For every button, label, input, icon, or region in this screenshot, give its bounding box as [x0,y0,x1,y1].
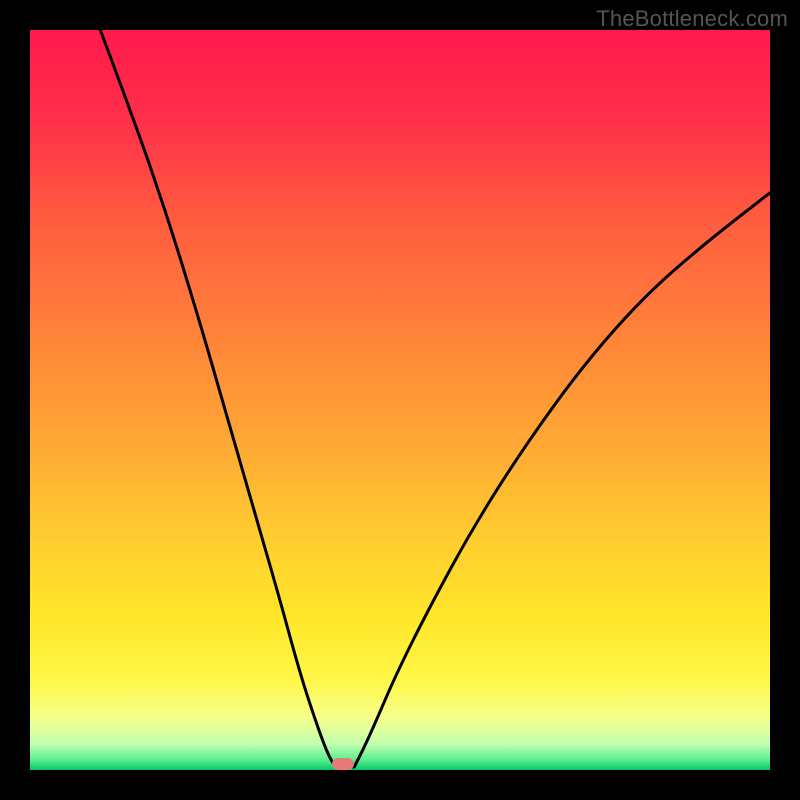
outer-frame: TheBottleneck.com [0,0,800,800]
optimal-point-marker [332,758,354,770]
plot-area [30,30,770,770]
watermark-text: TheBottleneck.com [596,6,788,32]
bottleneck-curve [30,30,770,770]
